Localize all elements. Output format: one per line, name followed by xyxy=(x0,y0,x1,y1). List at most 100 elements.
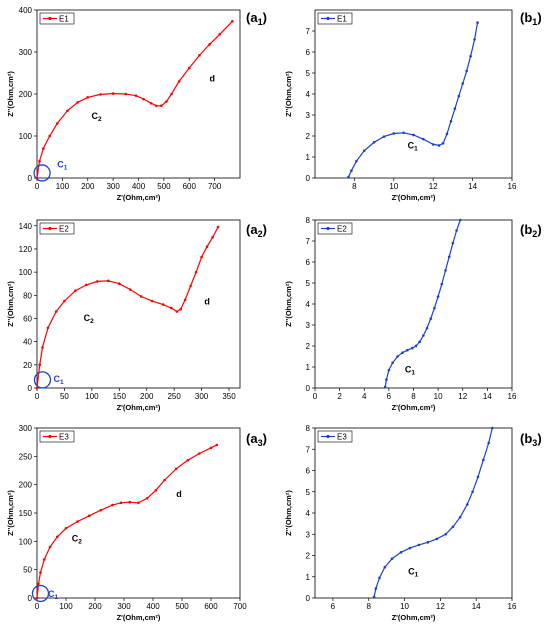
x-tick-label: 300 xyxy=(195,392,209,401)
data-point xyxy=(440,282,444,286)
data-point xyxy=(76,520,79,523)
x-tick-label: 600 xyxy=(183,182,197,191)
annotation-subscript: 2 xyxy=(98,116,102,123)
chart-panel-b2: 0 2 4 6 8 10 12 14 16012345678Z'(Ohm,cm²)Z''(Ohm… xyxy=(284,216,542,412)
data-point xyxy=(54,310,58,313)
data-point xyxy=(437,144,441,147)
data-point xyxy=(56,122,59,125)
data-point xyxy=(465,69,468,73)
data-point xyxy=(372,595,376,599)
panel-subscript: 1 xyxy=(258,17,263,27)
data-point xyxy=(117,282,121,286)
data-point xyxy=(183,298,187,302)
x-tick-label: 4 xyxy=(362,392,367,401)
data-point xyxy=(64,527,68,530)
data-point xyxy=(170,92,173,96)
panel-label: (a2) xyxy=(246,222,267,239)
x-tick-label: 100 xyxy=(59,602,73,611)
y-tick-label: 1 xyxy=(306,363,311,372)
data-point xyxy=(461,82,465,85)
y-axis-label: Z''(Ohm,cm²) xyxy=(6,71,15,117)
annotation-label: C1 xyxy=(405,364,416,376)
data-point xyxy=(209,446,213,450)
data-point xyxy=(451,241,455,245)
highlight-circle xyxy=(33,164,51,182)
y-tick-label: 100 xyxy=(19,132,33,141)
data-point xyxy=(186,459,190,462)
plot-frame xyxy=(314,9,513,179)
y-tick-label: 6 xyxy=(306,258,311,267)
data-point xyxy=(96,280,99,283)
data-point xyxy=(347,175,350,179)
legend-marker xyxy=(326,226,330,231)
data-point xyxy=(422,137,425,141)
data-point xyxy=(38,159,41,163)
plot-frame xyxy=(36,427,241,599)
y-tick-label: 0 xyxy=(306,384,311,393)
data-point xyxy=(378,576,381,580)
x-tick-label: 350 xyxy=(222,392,236,401)
data-point xyxy=(465,503,469,506)
data-point xyxy=(142,97,145,101)
panel-subscript: 1 xyxy=(532,17,537,27)
data-point xyxy=(458,515,462,519)
panel-paren-close: ) xyxy=(537,222,541,237)
data-point xyxy=(433,306,436,310)
x-tick-label: 150 xyxy=(113,392,127,401)
y-tick-label: 2 xyxy=(306,552,311,561)
y-tick-label: 1 xyxy=(306,153,311,162)
data-point xyxy=(74,289,77,292)
annotation-subscript: 1 xyxy=(411,369,415,376)
y-tick-label: 100 xyxy=(19,537,33,546)
x-tick-label: 0 xyxy=(313,392,318,401)
y-tick-label: 4 xyxy=(306,509,311,518)
data-point xyxy=(48,134,51,138)
x-axis-label: Z'(Ohm,cm²) xyxy=(392,193,436,202)
data-point xyxy=(449,120,453,123)
data-point xyxy=(476,475,480,479)
y-tick-label: 40 xyxy=(23,338,32,347)
annotation-text: d xyxy=(204,297,210,307)
panel-paren-open: ( xyxy=(520,10,525,25)
data-point xyxy=(453,107,457,110)
x-tick-label: 200 xyxy=(140,392,154,401)
data-point xyxy=(63,299,66,303)
y-tick-label: 20 xyxy=(23,361,32,370)
x-tick-label: 700 xyxy=(208,182,222,191)
data-point xyxy=(205,245,209,248)
annotation-label: C2 xyxy=(84,313,95,325)
data-point xyxy=(436,295,440,298)
series-line-E1 xyxy=(36,20,233,179)
data-point xyxy=(175,310,179,313)
data-point xyxy=(189,284,192,288)
y-tick-label: 250 xyxy=(19,452,33,461)
x-tick-label: 8 xyxy=(411,392,416,401)
y-tick-label: 3 xyxy=(306,321,311,330)
chart-panel-a1: 0 100 200 300 400 500 600 700 0 100 200 300 400 Z'(Oh… xyxy=(6,6,267,202)
x-tick-label: 6 xyxy=(387,392,392,401)
data-point xyxy=(455,229,458,232)
y-tick-label: 7 xyxy=(306,445,311,454)
x-tick-label: 400 xyxy=(146,602,160,611)
data-point xyxy=(39,571,42,574)
data-point xyxy=(99,93,102,96)
data-point xyxy=(160,104,163,108)
data-point xyxy=(231,20,234,23)
x-tick-label: 14 xyxy=(468,182,477,191)
x-tick-label: 100 xyxy=(56,182,70,191)
data-point xyxy=(198,452,201,455)
data-point xyxy=(383,565,387,569)
y-tick-label: 0 xyxy=(306,174,311,183)
x-tick-label: 12 xyxy=(429,182,438,191)
annotation-text: d xyxy=(176,489,182,499)
annotation-subscript: 1 xyxy=(414,146,418,153)
x-axis-label: Z'(Ohm,cm²) xyxy=(117,403,161,412)
data-point xyxy=(445,132,449,136)
annotation-label: C1 xyxy=(408,567,419,579)
x-tick-label: 12 xyxy=(436,602,445,611)
panel-paren-close: ) xyxy=(537,10,541,25)
x-axis-label: Z'(Ohm,cm²) xyxy=(392,613,436,622)
x-tick-label: 200 xyxy=(81,182,95,191)
data-point xyxy=(85,283,88,287)
series-line-E2 xyxy=(36,226,219,389)
